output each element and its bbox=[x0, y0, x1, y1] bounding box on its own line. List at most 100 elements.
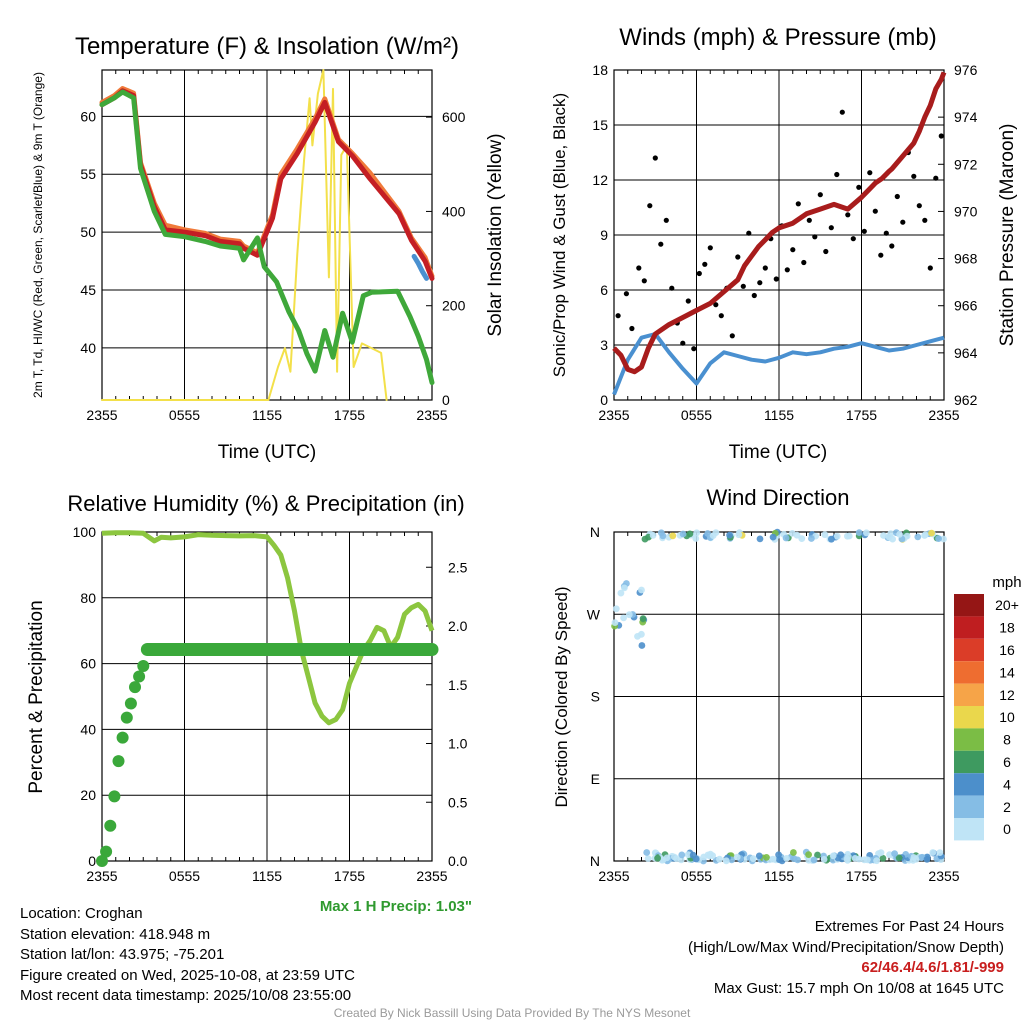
elevation-text: Station elevation: 418.948 m bbox=[20, 925, 211, 943]
rh-precip-point bbox=[96, 855, 108, 867]
dir-point bbox=[879, 854, 887, 862]
dir-point bbox=[863, 856, 871, 864]
winds-x-tick-label: 1155 bbox=[764, 407, 794, 423]
colorbar-label: 18 bbox=[999, 620, 1015, 636]
dir-point bbox=[923, 855, 931, 863]
rh-chart-title: Relative Humidity (%) & Precipitation (i… bbox=[67, 491, 464, 516]
dir-point bbox=[726, 531, 733, 539]
rh-precip-point bbox=[112, 755, 125, 768]
colorbar-label: 4 bbox=[1003, 776, 1011, 792]
dir-point bbox=[810, 856, 818, 864]
temp-x-tick-label: 2355 bbox=[416, 407, 447, 423]
temp-x-tick-label: 1155 bbox=[252, 407, 282, 423]
winds-y-tick-label: 12 bbox=[592, 172, 608, 188]
dir-point bbox=[749, 855, 757, 863]
dir-point bbox=[936, 849, 944, 856]
winds-x-tick-label: 2355 bbox=[928, 407, 959, 423]
colorbar-swatch bbox=[954, 773, 984, 796]
colorbar-label: 10 bbox=[999, 709, 1015, 725]
winds-y-tick-label: 6 bbox=[600, 282, 608, 298]
winds-gust-point bbox=[817, 192, 823, 198]
dir-point bbox=[673, 855, 680, 862]
rh-precip-point bbox=[104, 819, 117, 832]
rh-x-tick-label: 2355 bbox=[416, 868, 447, 884]
dir-point bbox=[692, 535, 700, 542]
rh-x-tick-label: 0555 bbox=[169, 868, 200, 884]
dir-point bbox=[678, 851, 686, 859]
winds-gust-point bbox=[883, 230, 889, 236]
winds-gust-point bbox=[784, 267, 790, 273]
dir-point bbox=[755, 852, 763, 860]
winds-y-label: Sonic/Prop Wind & Gust (Blue, Black) bbox=[550, 93, 569, 377]
dir-point bbox=[611, 619, 619, 626]
dir-point bbox=[769, 533, 777, 541]
dir-point bbox=[620, 614, 627, 622]
winds-gust-point bbox=[889, 243, 895, 249]
dir-y-tick-label: S bbox=[591, 689, 600, 705]
temp-series-td bbox=[99, 89, 435, 386]
dir-x-tick-label: 2355 bbox=[928, 868, 959, 884]
winds-gust-point bbox=[718, 313, 724, 319]
temp-y2-label: Solar Insolation (Yellow) bbox=[485, 133, 506, 336]
rh-y2-tick-label: 0.5 bbox=[448, 794, 468, 810]
winds-series-pressure bbox=[612, 71, 947, 375]
dir-point bbox=[885, 533, 893, 541]
dir-point bbox=[722, 857, 730, 865]
winds-gust-point bbox=[828, 225, 834, 231]
dir-point bbox=[940, 535, 947, 543]
colorbar-title: mph bbox=[992, 574, 1021, 591]
dir-point bbox=[621, 584, 628, 592]
dir-point bbox=[638, 586, 645, 594]
winds-gust-point bbox=[812, 234, 818, 240]
dir-point bbox=[709, 532, 717, 539]
dir-point bbox=[706, 852, 713, 860]
winds-gust-point bbox=[641, 278, 647, 284]
extremes-info: Extremes For Past 24 Hours (High/Low/Max… bbox=[688, 917, 1004, 999]
dir-point bbox=[863, 529, 870, 537]
dir-point bbox=[909, 857, 917, 864]
dir-point bbox=[649, 531, 657, 539]
rh-y2-tick-label: 1.5 bbox=[448, 677, 468, 693]
dir-point bbox=[639, 615, 647, 622]
winds-gust-point bbox=[911, 173, 917, 179]
dir-y-tick-label: N bbox=[590, 524, 600, 540]
dir-point bbox=[735, 531, 743, 539]
winds-gust-point bbox=[713, 302, 719, 308]
winds-gust-point bbox=[702, 261, 708, 267]
winds-gust-point bbox=[850, 236, 856, 242]
dir-point bbox=[782, 534, 790, 542]
winds-chart-title: Winds (mph) & Pressure (mb) bbox=[619, 24, 936, 51]
winds-y2-tick-label: 976 bbox=[954, 62, 978, 78]
dir-point bbox=[659, 532, 667, 540]
winds-gust-point bbox=[762, 265, 768, 271]
dir-point bbox=[612, 605, 620, 613]
winds-gust-point bbox=[685, 298, 691, 304]
colorbar-label: 12 bbox=[999, 687, 1015, 703]
dir-point bbox=[851, 855, 859, 862]
rh-precip-point bbox=[133, 670, 146, 683]
winds-series-wind bbox=[612, 332, 945, 396]
winds-gust-point bbox=[773, 276, 779, 282]
dir-point bbox=[935, 535, 942, 542]
dir-point bbox=[763, 854, 770, 861]
winds-gust-point bbox=[636, 265, 642, 271]
rh-y-tick-label: 20 bbox=[80, 787, 96, 803]
temp-y2-tick-label: 0 bbox=[442, 392, 450, 408]
winds-y-tick-label: 0 bbox=[600, 392, 608, 408]
winds-gust-point bbox=[735, 254, 741, 260]
rh-y-tick-label: 100 bbox=[73, 524, 97, 540]
dir-y-label: Direction (Colored By Speed) bbox=[552, 586, 571, 807]
winds-gust-point bbox=[894, 193, 900, 200]
extremes-heading: Extremes For Past 24 Hours bbox=[814, 918, 1004, 935]
max-precip-label: Max 1 H Precip: 1.03" bbox=[320, 898, 472, 915]
temp-y-tick-label: 50 bbox=[80, 224, 96, 240]
dir-point bbox=[929, 849, 937, 856]
colorbar-swatch bbox=[954, 795, 984, 818]
dir-point bbox=[669, 532, 677, 540]
rh-x-tick-label: 1755 bbox=[334, 868, 365, 884]
colorbar-label: 14 bbox=[999, 664, 1015, 680]
winds-gust-point bbox=[795, 201, 801, 207]
rh-y-tick-label: 80 bbox=[80, 590, 96, 606]
dir-point bbox=[684, 851, 692, 859]
